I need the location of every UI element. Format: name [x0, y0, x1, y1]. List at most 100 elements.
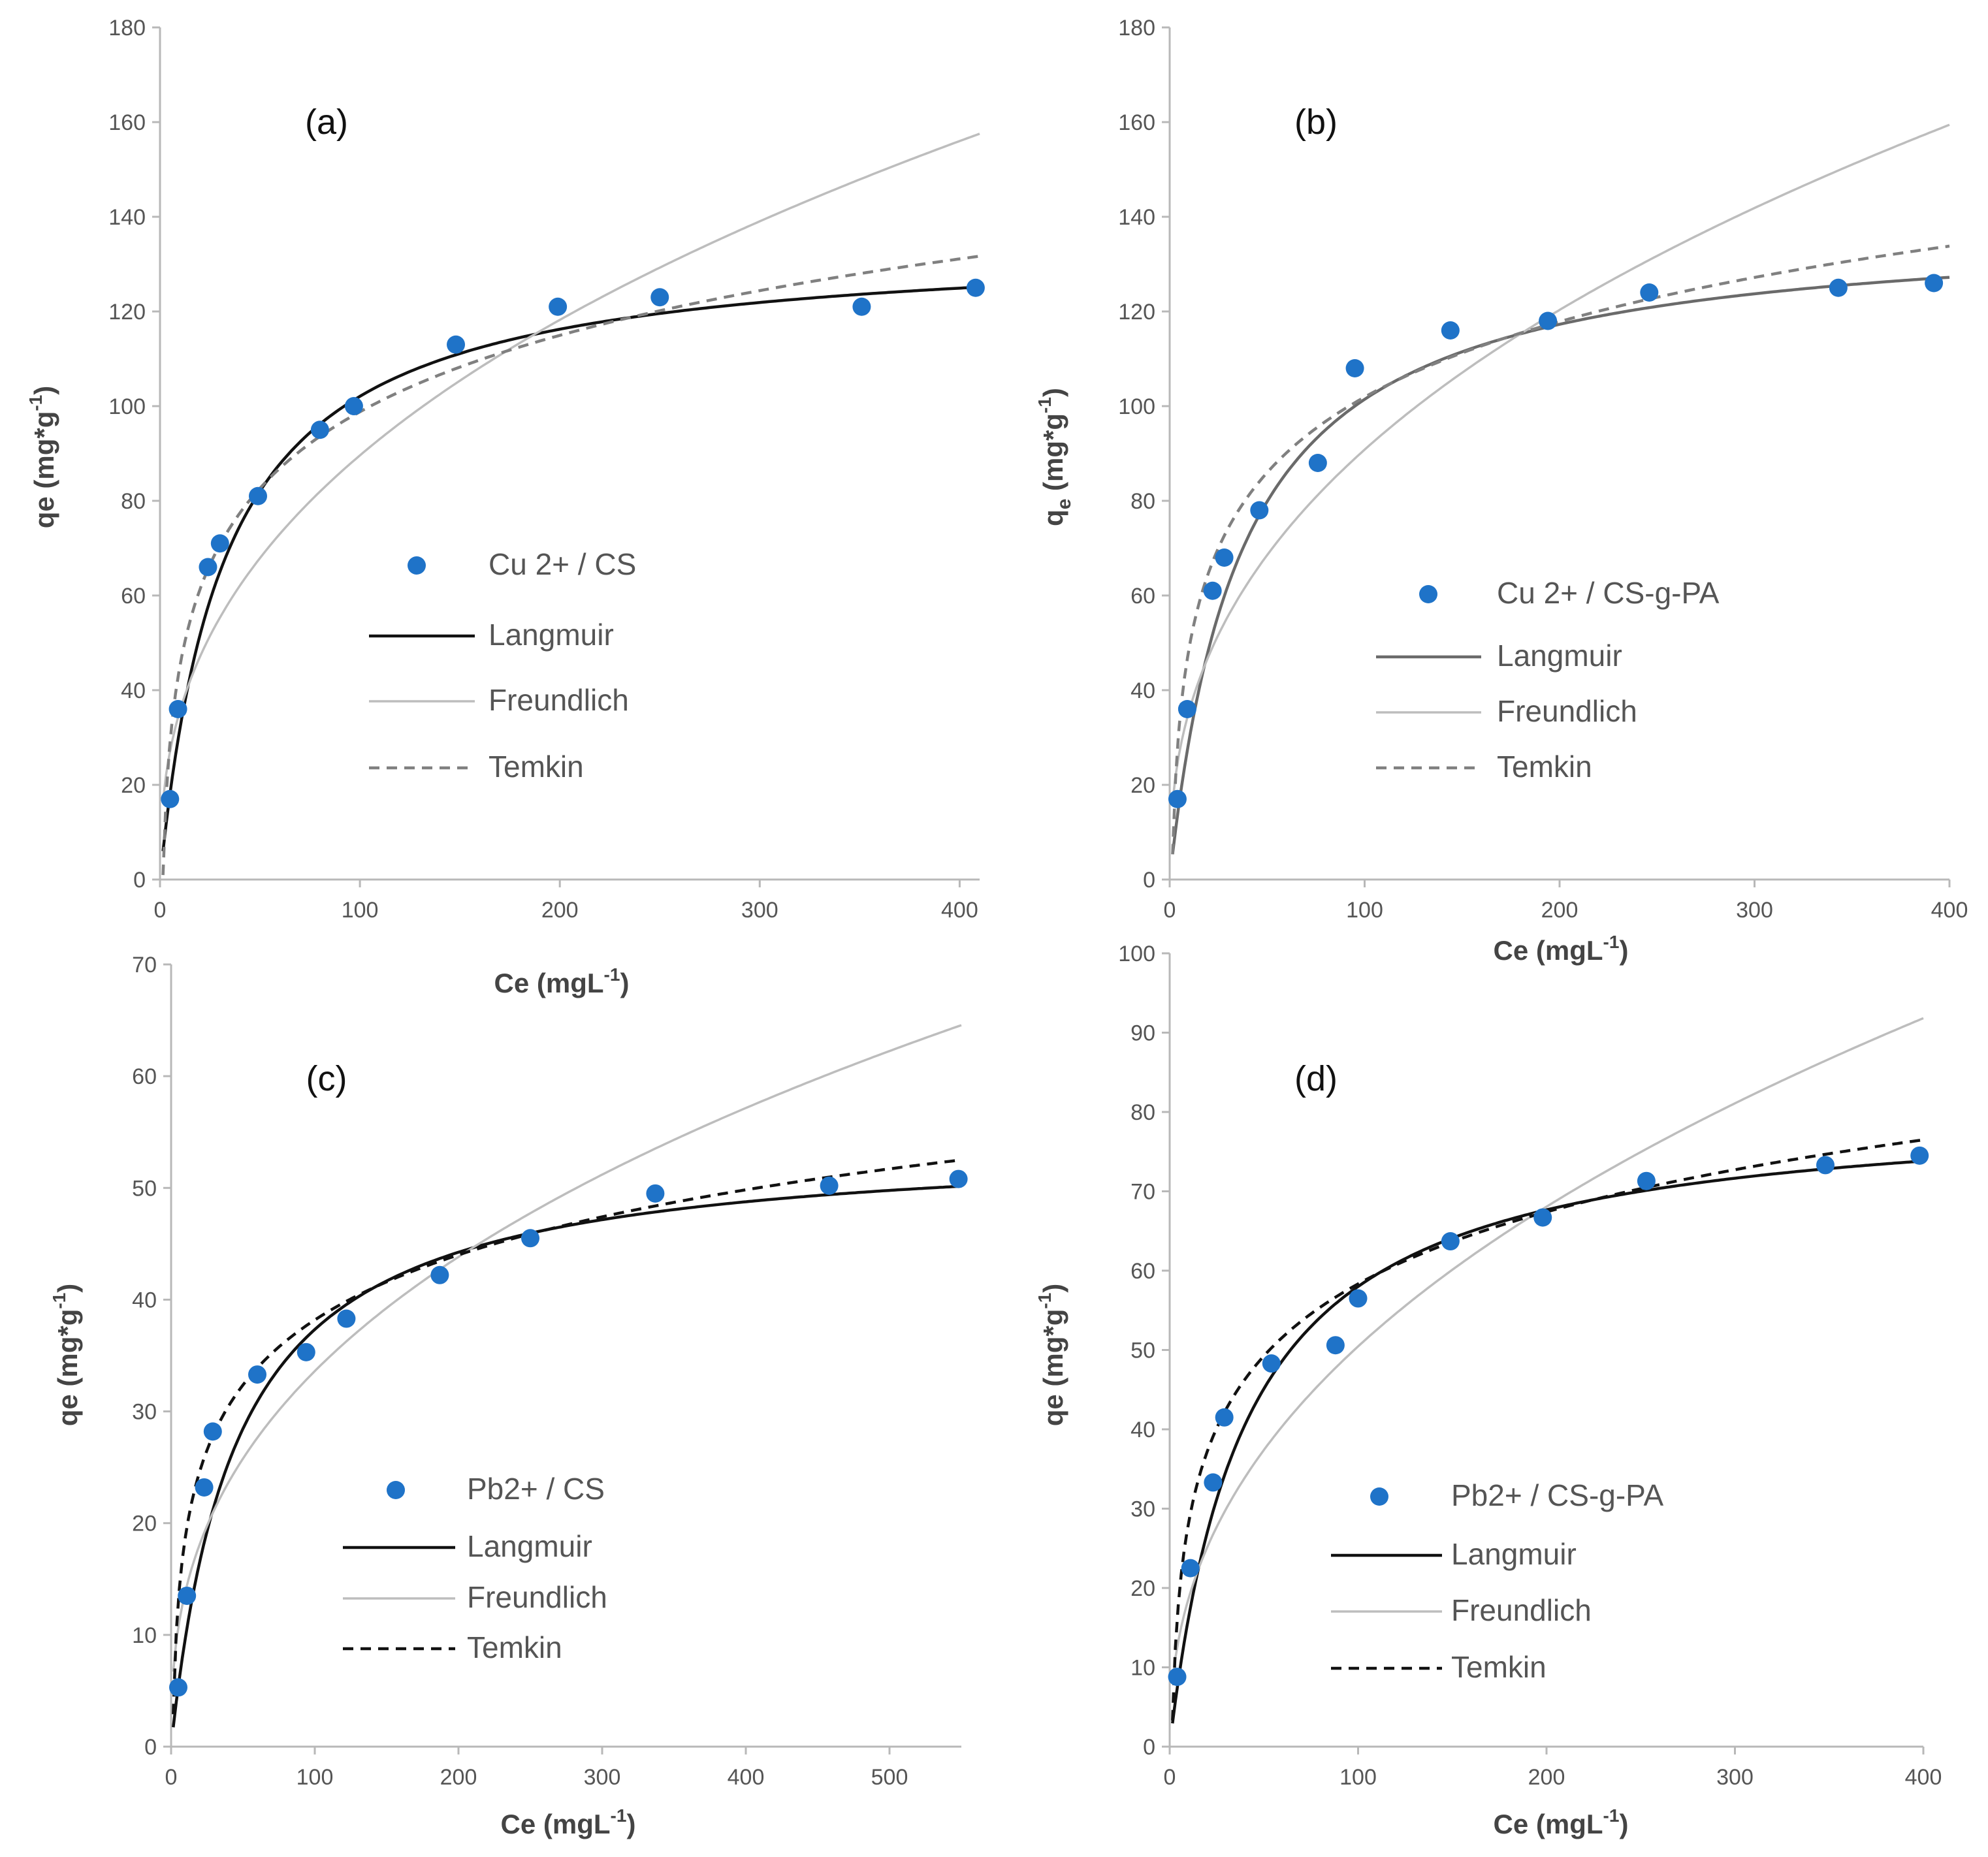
legend-label: Langmuir: [1451, 1537, 1577, 1571]
data-point: [1203, 581, 1222, 600]
y-tick-label: 100: [108, 394, 146, 419]
x-tick-label: 0: [1164, 898, 1176, 923]
legend: Cu 2+ / CS-g-PA Langmuir Freundlich Temkin: [1376, 576, 1720, 784]
x-tick-label: 500: [871, 1765, 908, 1790]
data-point: [297, 1342, 315, 1361]
data-point: [248, 1365, 266, 1384]
x-tick-label: 0: [165, 1765, 178, 1790]
x-tick-label: 200: [440, 1765, 477, 1790]
y-tick-label: 60: [1130, 584, 1155, 609]
y-tick-label: 20: [132, 1512, 157, 1536]
x-tick-label: 300: [741, 898, 778, 923]
y-tick-label: 180: [1118, 16, 1155, 40]
y-tick-label: 10: [1130, 1656, 1155, 1681]
y-tick-label: 100: [1118, 394, 1155, 419]
data-point: [1326, 1336, 1345, 1355]
data-point: [646, 1184, 665, 1203]
x-tick-label: 200: [1541, 898, 1579, 923]
y-tick-label: 30: [1130, 1497, 1155, 1522]
y-tick-label: 40: [1130, 1418, 1155, 1442]
series-line-freundlich: [1171, 123, 1950, 802]
legend-label: Cu 2+ / CS-g-PA: [1497, 576, 1720, 610]
data-point: [1349, 1289, 1368, 1308]
legend-label: Cu 2+ / CS: [489, 547, 636, 581]
data-point: [966, 278, 985, 297]
legend: Pb2+ / CS-g-PA Langmuir Freundlich Temkin: [1331, 1478, 1663, 1684]
series-line-temkin: [1171, 244, 1950, 855]
y-tick-label: 30: [132, 1400, 157, 1425]
legend-label: Langmuir: [467, 1529, 592, 1563]
x-tick-label: 300: [584, 1765, 621, 1790]
panel-label: (b): [1294, 103, 1338, 142]
legend-label: Pb2+ / CS: [467, 1472, 605, 1506]
y-tick-label: 60: [121, 584, 146, 609]
data-point: [1204, 1473, 1223, 1492]
x-tick-label: 100: [297, 1765, 334, 1790]
y-tick-label: 70: [132, 953, 157, 977]
data-point: [1637, 1171, 1656, 1190]
legend-label: Freundlich: [467, 1580, 607, 1614]
y-tick-label: 60: [1130, 1259, 1155, 1284]
y-tick-label: 90: [1130, 1021, 1155, 1046]
y-tick-label: 140: [108, 205, 146, 230]
data-point: [1262, 1354, 1281, 1373]
data-point: [1441, 321, 1460, 340]
y-tick-label: 120: [108, 300, 146, 325]
series-line-temkin: [172, 1158, 962, 1715]
legend-marker-points: [387, 1481, 405, 1499]
data-point: [1178, 700, 1196, 718]
x-tick-label: 100: [1346, 898, 1383, 923]
x-axis-title: Ce (mgL-1): [494, 964, 630, 998]
x-tick-label: 300: [1736, 898, 1773, 923]
y-tick-label: 70: [1130, 1180, 1155, 1205]
y-tick-label: 20: [1130, 773, 1155, 798]
y-tick-label: 160: [108, 110, 146, 135]
panel-label: (d): [1294, 1059, 1338, 1098]
data-point: [199, 558, 217, 577]
data-point: [344, 397, 363, 415]
legend: Pb2+ / CS Langmuir Freundlich Temkin: [343, 1472, 607, 1664]
x-tick-label: 400: [1905, 1765, 1942, 1790]
legend: Cu 2+ / CS Langmuir Freundlich Temkin: [369, 547, 636, 784]
series-line-freundlich: [1171, 1017, 1924, 1682]
y-tick-label: 40: [121, 678, 146, 703]
x-tick-label: 0: [154, 898, 167, 923]
data-point: [1829, 278, 1848, 297]
data-point: [1308, 454, 1327, 472]
data-point: [1215, 548, 1234, 567]
x-tick-label: 400: [1931, 898, 1968, 923]
data-point: [1640, 283, 1659, 302]
data-point: [248, 486, 267, 505]
y-tick-label: 80: [1130, 1100, 1155, 1125]
data-point: [168, 700, 187, 718]
chart-panel-c: 0 10 20 30 40 50 60 70 0 100 200 300 400 500 Ce (mgL-1…: [49, 953, 968, 1839]
data-point: [1441, 1232, 1460, 1251]
y-axis-title: qe (mg*g-1): [49, 1284, 83, 1427]
x-axis-title: Ce (mgL-1): [501, 1805, 636, 1839]
data-point: [1168, 1668, 1187, 1687]
data-point: [549, 297, 568, 316]
y-tick-label: 0: [1143, 1735, 1155, 1760]
y-tick-label: 140: [1118, 205, 1155, 230]
chart-panel-d: 0 10 20 30 40 50 60 70 80 90 100 0 100 200 300 400 Ce (m…: [1034, 942, 1942, 1839]
data-point: [1539, 311, 1558, 330]
series-line-temkin: [1171, 1138, 1924, 1721]
data-point: [852, 297, 871, 316]
y-tick-label: 80: [1130, 489, 1155, 514]
data-point: [1215, 1408, 1234, 1427]
x-tick-label: 100: [1339, 1765, 1377, 1790]
legend-label: Freundlich: [489, 683, 629, 717]
series-line-langmuir: [172, 1184, 962, 1728]
x-axis-title: Ce (mgL-1): [1494, 1805, 1629, 1839]
data-point: [650, 288, 669, 307]
y-tick-label: 120: [1118, 300, 1155, 325]
x-tick-label: 400: [941, 898, 978, 923]
data-point: [1181, 1559, 1200, 1578]
legend-label: Temkin: [1497, 750, 1592, 784]
y-tick-label: 40: [132, 1288, 157, 1312]
legend-label: Freundlich: [1497, 694, 1637, 728]
x-tick-label: 200: [1528, 1765, 1565, 1790]
series-line-langmuir: [1171, 276, 1950, 855]
data-point: [210, 534, 229, 553]
